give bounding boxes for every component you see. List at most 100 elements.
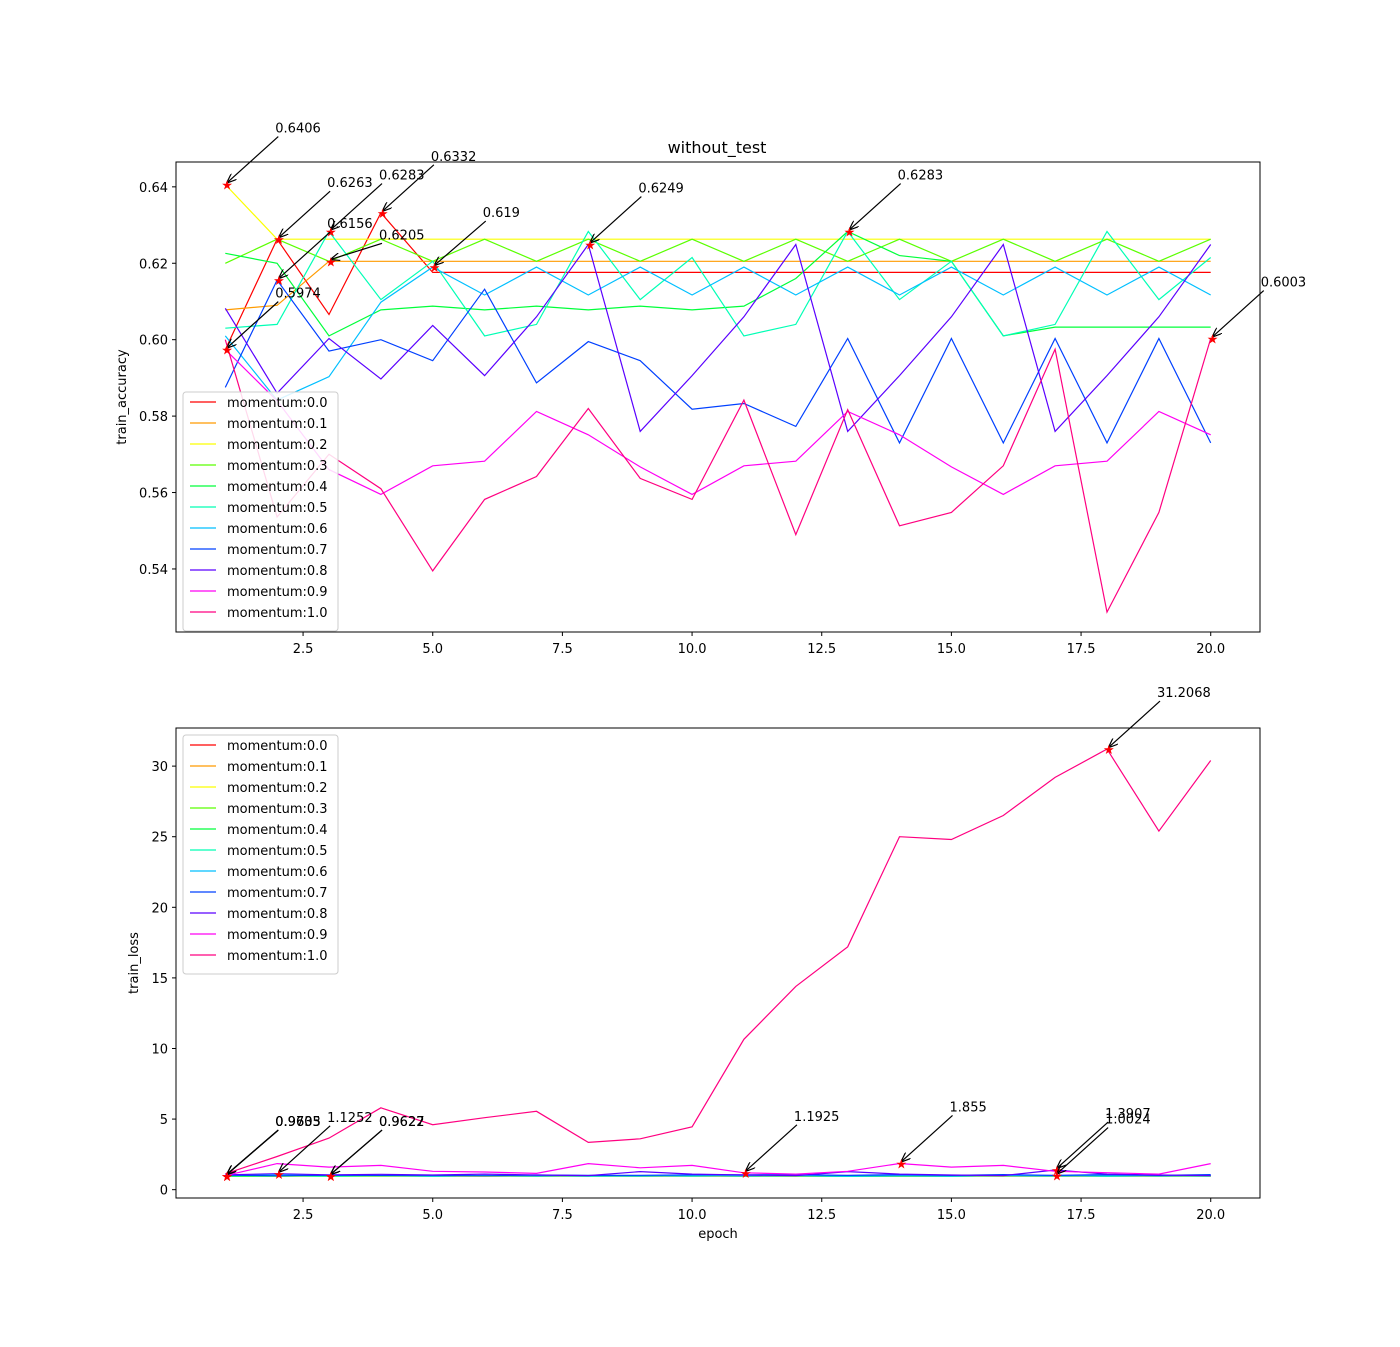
annotation-label: 0.6003 bbox=[1261, 276, 1307, 291]
best-point-star-icon: ★ bbox=[377, 207, 389, 222]
legend-entry: momentum:0.6 bbox=[227, 522, 328, 537]
x-tick-label: 15.0 bbox=[937, 1208, 966, 1223]
y-tick-label: 5 bbox=[160, 1113, 168, 1128]
legend-entry: momentum:0.4 bbox=[227, 823, 328, 838]
y-tick-label: 0.56 bbox=[139, 487, 168, 502]
annotation-arrow bbox=[331, 1129, 383, 1174]
legend-entry: momentum:0.7 bbox=[227, 543, 328, 558]
x-tick-label: 20.0 bbox=[1196, 642, 1225, 657]
series-line-momentum-0-5 bbox=[225, 230, 1212, 337]
annotation-label: 0.6205 bbox=[379, 228, 425, 243]
legend-entry: momentum:1.0 bbox=[227, 606, 328, 621]
plot-frame bbox=[175, 727, 1261, 1199]
annotation-arrow bbox=[227, 1129, 279, 1174]
y-tick-label: 10 bbox=[151, 1042, 168, 1057]
best-point-star-icon: ★ bbox=[429, 261, 441, 276]
annotation-label: 0.6283 bbox=[379, 169, 425, 184]
y-tick-label: 0.54 bbox=[139, 563, 168, 578]
x-tick-label: 10.0 bbox=[678, 1208, 707, 1223]
annotation-label: 0.9735 bbox=[275, 1115, 321, 1130]
series-line-momentum-1-0 bbox=[224, 338, 1212, 614]
annotation-arrow bbox=[227, 301, 279, 348]
accuracy-plot: 2.5 5.0 7.5 10.0 12.5 15.0 17.5 20.0 0.54 0.56 0.5… bbox=[115, 122, 1306, 657]
best-point-star-icon: ★ bbox=[1051, 1170, 1063, 1185]
best-point-star-icon: ★ bbox=[740, 1167, 752, 1182]
annotation-arrow bbox=[383, 164, 435, 211]
x-tick-label: 12.5 bbox=[807, 1208, 836, 1223]
legend-entry: momentum:0.1 bbox=[227, 760, 328, 775]
best-point-star-icon: ★ bbox=[273, 274, 285, 289]
best-point-star-icon: ★ bbox=[584, 239, 596, 254]
legend-entry: momentum:0.5 bbox=[227, 501, 328, 516]
x-tick-label: 2.5 bbox=[293, 642, 314, 657]
best-point-star-icon: ★ bbox=[896, 1157, 908, 1172]
annotation-label: 1.855 bbox=[950, 1100, 987, 1115]
annotation-label: 0.9622 bbox=[379, 1115, 425, 1130]
annotation-arrow bbox=[746, 1124, 798, 1171]
series-line-momentum-0-8 bbox=[224, 243, 1212, 433]
legend-entry: momentum:0.0 bbox=[227, 396, 328, 411]
y-tick-label: 15 bbox=[151, 972, 168, 987]
y-tick-label: 30 bbox=[151, 760, 168, 775]
best-point-star-icon: ★ bbox=[221, 1170, 233, 1185]
legend: momentum:0.0 momentum:0.1 momentum:0.2 mome… bbox=[182, 391, 339, 632]
legend-entry: momentum:0.3 bbox=[227, 459, 328, 474]
x-tick-label: 20.0 bbox=[1196, 1208, 1225, 1223]
best-point-star-icon: ★ bbox=[221, 344, 233, 359]
loss-plot: 2.5 5.0 7.5 10.0 12.5 15.0 17.5 20.0 0 5 10 15 20 25 3… bbox=[127, 686, 1261, 1242]
series-line-momentum-0-9 bbox=[224, 349, 1211, 496]
series-line-momentum-0-3 bbox=[225, 238, 1211, 264]
y-tick-label: 0.58 bbox=[139, 410, 168, 425]
y-axis-label: train_loss bbox=[127, 932, 142, 994]
annotation-label: 0.9603 bbox=[275, 1115, 321, 1130]
annotation-arrow bbox=[331, 183, 383, 230]
annotation-arrow bbox=[1109, 700, 1161, 747]
y-tick-label: 0.64 bbox=[139, 181, 168, 196]
best-point-star-icon: ★ bbox=[325, 1170, 337, 1185]
figure-title: without_test bbox=[668, 138, 767, 158]
annotation-arrow bbox=[1057, 1127, 1109, 1174]
legend-entry: momentum:0.6 bbox=[227, 865, 328, 880]
annotation-label: 0.6332 bbox=[431, 150, 477, 165]
annotation-arrow bbox=[279, 1125, 331, 1172]
best-point-star-icon: ★ bbox=[1103, 743, 1115, 758]
best-point-star-icon: ★ bbox=[273, 233, 285, 248]
legend-entry: momentum:0.8 bbox=[227, 564, 328, 579]
series-line-momentum-0-6 bbox=[224, 266, 1211, 401]
series-line-momentum-0-8 bbox=[225, 1169, 1211, 1177]
y-tick-label: 25 bbox=[151, 831, 168, 846]
legend-box bbox=[182, 391, 339, 632]
y-tick-label: 0.62 bbox=[139, 257, 168, 272]
best-point-star-icon: ★ bbox=[221, 179, 233, 194]
annotation-arrow bbox=[331, 242, 383, 259]
plot-frame bbox=[175, 161, 1261, 633]
x-tick-label: 17.5 bbox=[1067, 1208, 1096, 1223]
annotation-label: 31.2068 bbox=[1157, 686, 1211, 701]
annotation-label: 0.6249 bbox=[638, 182, 684, 197]
legend: momentum:0.0 momentum:0.1 momentum:0.2 mome… bbox=[182, 734, 339, 975]
annotation-label: 0.9605 bbox=[275, 1115, 321, 1130]
series-line-momentum-0-7 bbox=[224, 278, 1212, 445]
x-tick-label: 17.5 bbox=[1067, 642, 1096, 657]
y-tick-label: 0.60 bbox=[139, 334, 168, 349]
x-tick-label: 5.0 bbox=[422, 1208, 443, 1223]
best-point-star-icon: ★ bbox=[844, 226, 856, 241]
annotation-label: 1.0024 bbox=[1105, 1113, 1151, 1128]
y-tick-label: 20 bbox=[151, 901, 168, 916]
annotation-arrow bbox=[1213, 290, 1265, 337]
legend-entry: momentum:0.2 bbox=[227, 438, 328, 453]
legend-entry: momentum:1.0 bbox=[227, 949, 328, 964]
legend-entry: momentum:0.7 bbox=[227, 886, 328, 901]
x-tick-label: 2.5 bbox=[293, 1208, 314, 1223]
annotation-label: 0.6406 bbox=[275, 122, 321, 137]
x-tick-label: 10.0 bbox=[678, 642, 707, 657]
legend-entry: momentum:0.9 bbox=[227, 928, 328, 943]
y-axis-label: train_accuracy bbox=[115, 349, 130, 445]
annotation-label: 0.9627 bbox=[379, 1115, 425, 1130]
annotation-arrow bbox=[850, 183, 902, 230]
annotation-arrow bbox=[279, 190, 331, 237]
legend-box bbox=[182, 734, 339, 975]
best-point-star-icon: ★ bbox=[325, 1170, 337, 1185]
legend-entry: momentum:0.9 bbox=[227, 585, 328, 600]
